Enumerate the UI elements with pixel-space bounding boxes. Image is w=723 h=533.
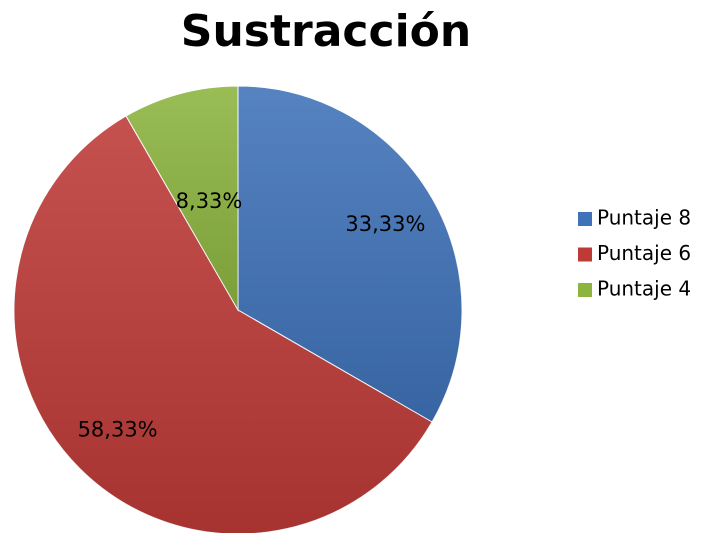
legend-label: Puntaje 4 [597, 277, 691, 301]
legend-label: Puntaje 6 [597, 241, 691, 265]
chart-title: Sustracción [181, 6, 471, 57]
data-label: 8,33% [176, 189, 243, 213]
legend-swatch [578, 212, 592, 226]
legend-swatch [578, 283, 592, 297]
legend-swatch [578, 247, 592, 262]
data-label: 58,33% [78, 417, 158, 441]
data-label: 33,33% [345, 212, 425, 236]
legend-label: Puntaje 8 [597, 206, 691, 230]
